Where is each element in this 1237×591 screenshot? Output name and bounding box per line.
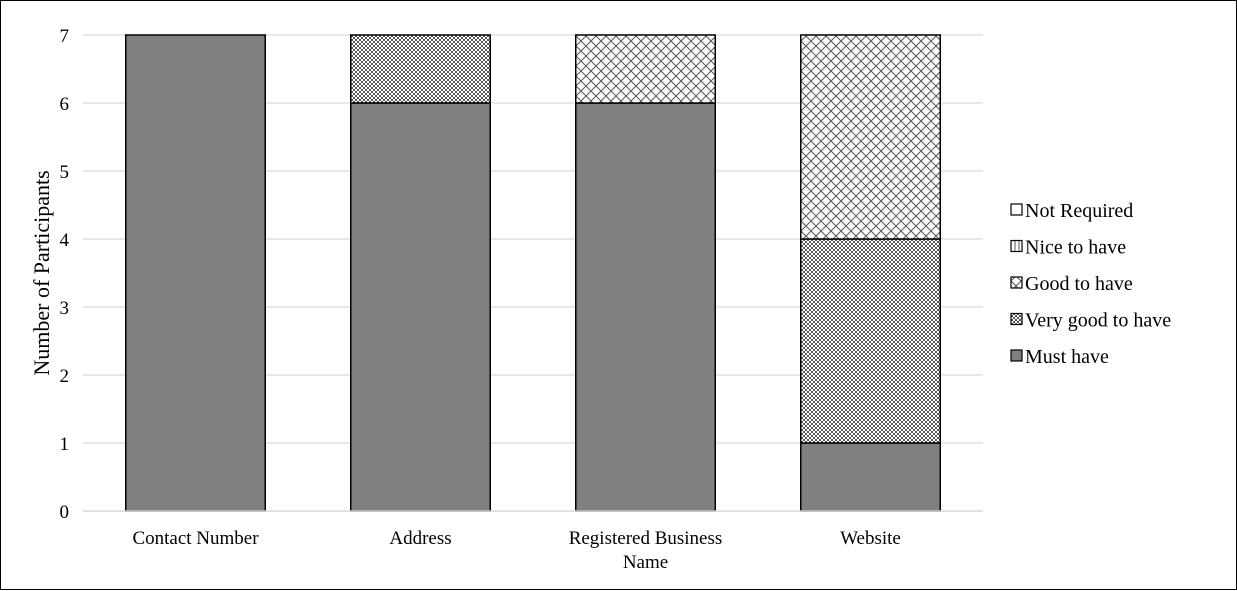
legend-swatch (1010, 312, 1023, 326)
x-category-label: Name (623, 552, 668, 573)
legend-label: Very good to have (1025, 310, 1171, 332)
legend-label: Must have (1025, 346, 1109, 368)
bar-segment (800, 238, 941, 444)
bar-segment (575, 34, 716, 104)
bar-segment (800, 34, 941, 240)
x-category-label: Website (840, 528, 901, 549)
y-tick-label: 2 (60, 366, 70, 387)
x-axis-categories: Contact Number Address Registered Business… (132, 528, 900, 573)
x-category-label: Registered Business (569, 528, 723, 549)
legend-swatch (1010, 276, 1023, 289)
y-tick-label: 6 (60, 94, 70, 115)
y-tick-label: 1 (60, 434, 70, 455)
legend-swatch (1010, 239, 1023, 253)
bar-segment (575, 102, 716, 512)
legend-label: Nice to have (1025, 237, 1126, 259)
y-axis-ticks: 0 1 2 3 4 5 6 7 (60, 26, 70, 523)
legend-swatch (1010, 349, 1023, 362)
legend: Not Required Nice to have Good to have Very… (1010, 200, 1171, 368)
bars (125, 34, 941, 512)
bar-segment (800, 442, 941, 512)
legend-label: Not Required (1025, 200, 1133, 222)
x-category-label: Address (389, 528, 451, 549)
bar-segment (125, 34, 266, 512)
x-category-label: Contact Number (132, 528, 259, 549)
y-tick-label: 0 (60, 502, 70, 523)
y-tick-label: 3 (60, 298, 70, 319)
y-axis-title: Number of Participants (29, 170, 54, 375)
bar-segment (350, 34, 491, 104)
y-tick-label: 4 (60, 230, 70, 251)
y-tick-label: 5 (60, 162, 70, 183)
legend-label: Good to have (1025, 273, 1133, 295)
bar-segment (350, 102, 491, 512)
legend-swatch (1010, 203, 1023, 216)
y-tick-label: 7 (60, 26, 70, 47)
